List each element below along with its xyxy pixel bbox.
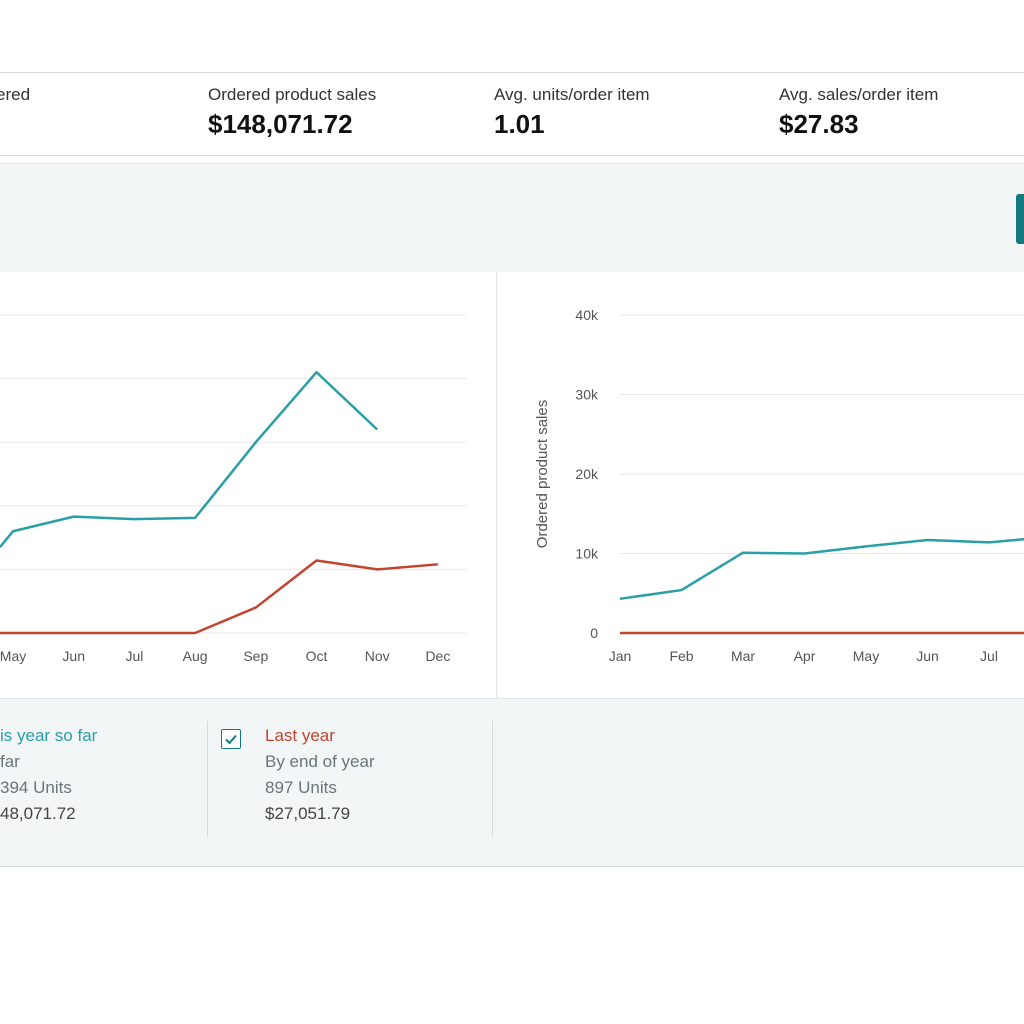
metric-label: Ordered product sales <box>208 85 377 104</box>
x-tick-label: May <box>0 648 26 664</box>
y-axis-label: Ordered product sales <box>534 400 551 548</box>
sales-chart: 010k20k30k40kJanFebMarAprMayJunJulAugOrd… <box>534 307 1024 664</box>
checkmark-icon <box>225 734 237 745</box>
charts-area: May Jun Jul Aug Sep Oct Nov Dec 0 10k 20k 30k 40k Ja… <box>0 272 1024 698</box>
metric-units-ordered: ered <box>0 85 30 109</box>
legend-divider <box>207 721 208 837</box>
metric-avg-sales-order-item: Avg. sales/order item $27.83 <box>779 85 938 140</box>
y-tick-label: 10k <box>575 546 599 562</box>
legend-divider <box>492 721 493 837</box>
x-tick-label: Sep <box>243 648 268 664</box>
x-tick-label: Nov <box>365 648 390 664</box>
metric-label: ered <box>0 85 31 104</box>
series-line-this-year <box>619 535 1024 601</box>
series-line-this-year <box>0 370 379 548</box>
last-year-checkbox[interactable] <box>221 729 241 749</box>
view-toggle-button[interactable] <box>1016 194 1024 244</box>
x-tick-label: Dec <box>425 648 450 664</box>
metric-value: 1.01 <box>494 109 545 139</box>
units-chart: May Jun Jul Aug Sep Oct Nov Dec <box>0 314 466 664</box>
metrics-bar: ered Ordered product sales $148,071.72 A… <box>0 72 1024 156</box>
chart-divider <box>496 272 497 698</box>
y-tick-label: 20k <box>575 466 599 482</box>
metric-ordered-product-sales: Ordered product sales $148,071.72 <box>208 85 376 140</box>
x-tick-label: May <box>853 648 879 664</box>
legend-sales: $27,051.79 <box>265 804 351 823</box>
legend-subtitle: By end of year <box>265 752 375 771</box>
x-tick-label: Apr <box>794 648 816 664</box>
x-tick-label: Jun <box>916 648 939 664</box>
metric-label: Avg. sales/order item <box>779 85 939 104</box>
comparison-legend: is year so far far 394 Units 48,071.72 L… <box>0 698 1024 867</box>
x-tick-label: Mar <box>731 648 755 664</box>
y-tick-label: 0 <box>590 625 598 641</box>
metric-value: $148,071.72 <box>208 109 353 139</box>
legend-subtitle: far <box>0 752 20 771</box>
x-tick-label: Feb <box>669 648 693 664</box>
legend-units: 394 Units <box>0 778 72 797</box>
legend-units: 897 Units <box>265 778 337 797</box>
x-tick-label: Jul <box>980 648 998 664</box>
y-tick-label: 30k <box>575 387 599 403</box>
legend-sales: 48,071.72 <box>0 804 76 823</box>
y-tick-label: 40k <box>575 307 599 323</box>
legend-last-year[interactable]: Last year By end of year 897 Units $27,0… <box>265 723 375 827</box>
x-tick-label: Jul <box>125 648 143 664</box>
metric-value: $27.83 <box>779 109 859 139</box>
metric-avg-units-order-item: Avg. units/order item 1.01 <box>494 85 650 140</box>
x-tick-label: Aug <box>183 648 208 664</box>
x-tick-label: Jan <box>609 648 632 664</box>
metric-label: Avg. units/order item <box>494 85 650 104</box>
x-tick-label: Jun <box>62 648 85 664</box>
legend-this-year[interactable]: is year so far far 394 Units 48,071.72 <box>0 723 97 827</box>
legend-title: Last year <box>265 726 335 745</box>
chart-toolbar <box>0 163 1024 273</box>
x-tick-label: Oct <box>306 648 328 664</box>
legend-title: is year so far <box>0 726 98 745</box>
series-line-last-year <box>0 559 439 635</box>
